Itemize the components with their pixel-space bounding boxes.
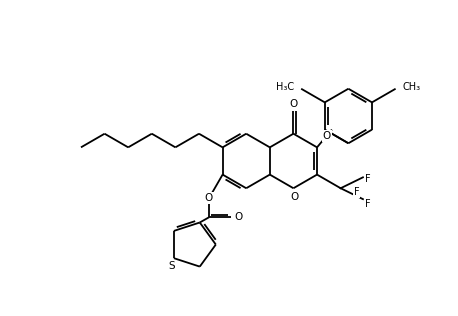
- Text: O: O: [323, 131, 331, 141]
- Text: F: F: [365, 174, 371, 184]
- Text: O: O: [289, 99, 298, 109]
- Text: F: F: [365, 199, 371, 209]
- Text: CH₃: CH₃: [403, 82, 420, 92]
- Text: O: O: [290, 192, 299, 202]
- Text: F: F: [354, 187, 360, 197]
- Text: O: O: [205, 193, 213, 203]
- Text: S: S: [168, 261, 174, 270]
- Text: O: O: [234, 212, 242, 222]
- Text: H₃C: H₃C: [276, 82, 294, 92]
